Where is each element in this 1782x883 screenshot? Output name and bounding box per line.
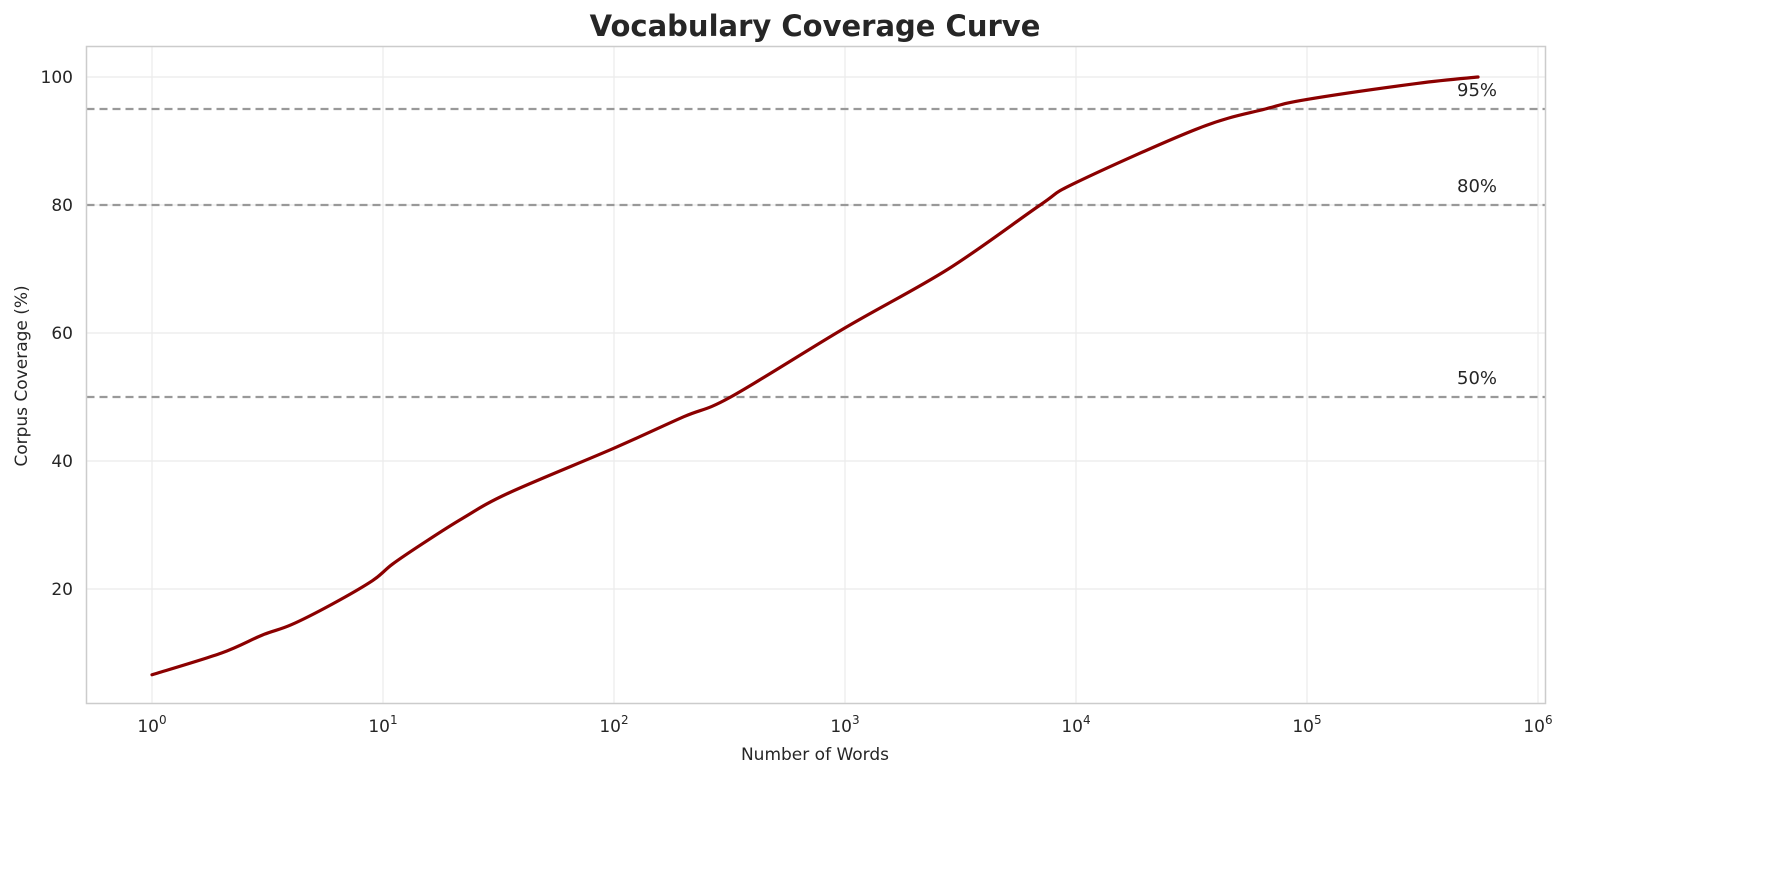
reference-line-label: 80%: [1457, 176, 1497, 197]
x-tick-label: 105: [1292, 713, 1321, 737]
reference-lines: 95% 80% 50%: [86, 80, 1546, 399]
y-tick-label: 20: [51, 580, 73, 600]
y-axis-ticks: 20 40 60 80 100: [41, 68, 73, 600]
reference-line-label: 50%: [1457, 368, 1497, 389]
coverage-line: [150, 75, 1480, 677]
x-axis-label: Number of Words: [741, 745, 889, 765]
x-tick-label: 106: [1523, 713, 1552, 737]
y-tick-label: 40: [51, 452, 73, 472]
chart-title: Vocabulary Coverage Curve: [590, 9, 1041, 43]
grid-lines: [86, 46, 1546, 704]
x-tick-label: 101: [368, 713, 397, 737]
x-tick-label: 104: [1061, 713, 1090, 737]
x-tick-label: 102: [599, 713, 628, 737]
plot-frame: [85, 45, 1547, 705]
y-tick-label: 80: [51, 196, 73, 216]
x-tick-label: 100: [137, 713, 166, 737]
x-tick-label: 103: [830, 713, 859, 737]
y-axis-label: Corpus Coverage (%): [12, 285, 32, 466]
x-axis-ticks: 100 101 102 103 104 105 106: [137, 713, 1552, 737]
data-series: [150, 75, 1480, 677]
y-tick-label: 100: [41, 68, 73, 88]
reference-line-label: 95%: [1457, 80, 1497, 101]
y-tick-label: 60: [51, 324, 73, 344]
